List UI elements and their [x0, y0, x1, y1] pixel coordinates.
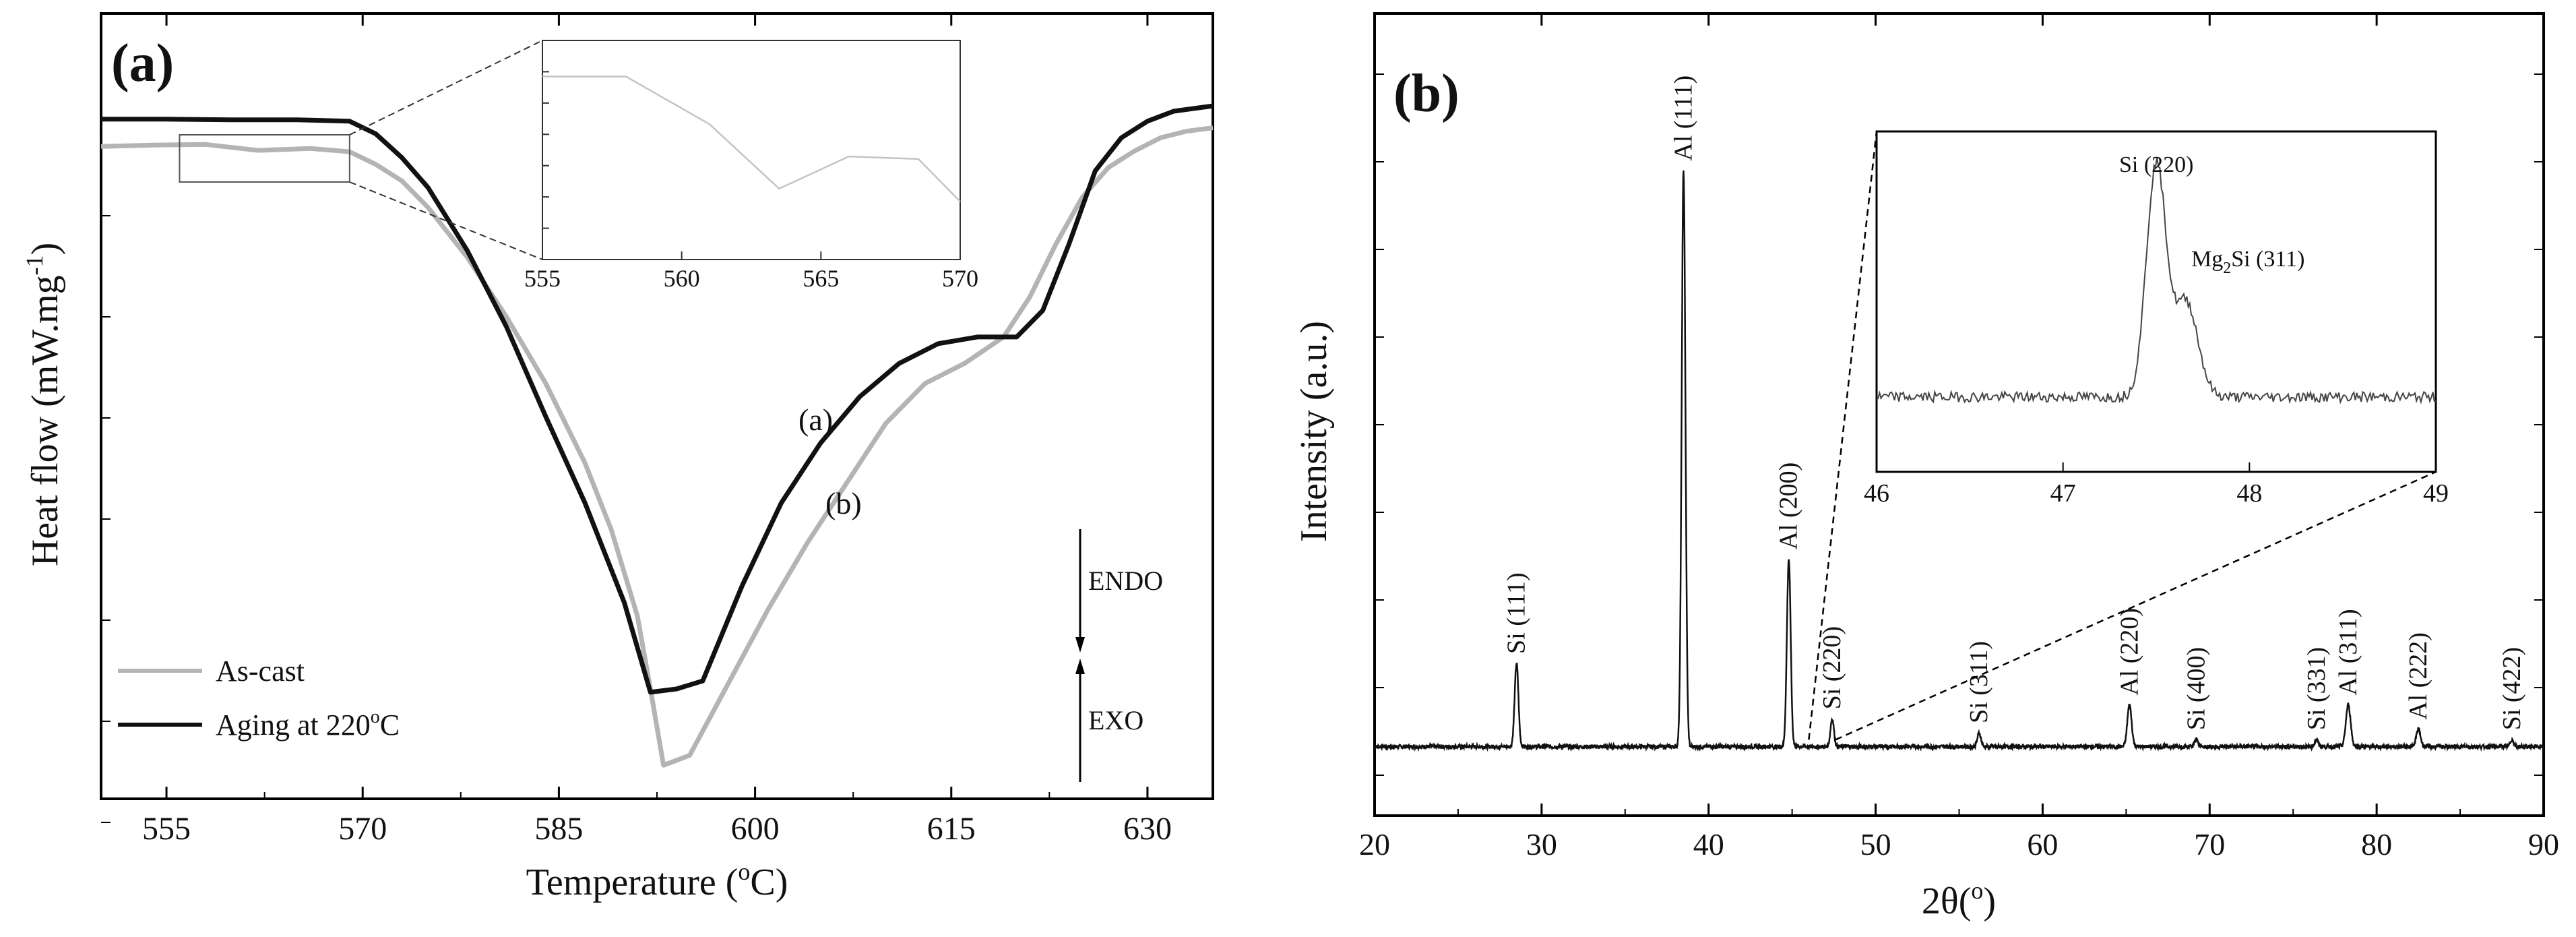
- panel-b-xrd-pattern: [1374, 170, 2544, 752]
- panel-a-inset-line: [542, 75, 961, 202]
- panel-b-inset-ticks: 46 47 48 49: [1864, 462, 2449, 508]
- panel-b-label: (b): [1393, 64, 1459, 123]
- panel-a-inset-ticks: 555 560 565 570: [524, 71, 978, 292]
- panel-b-zoom-connector: [1835, 471, 2437, 741]
- panel-a-inset-series: [542, 75, 961, 202]
- panel-a-y-ticks: [101, 215, 111, 823]
- peak-label: Al (200): [1775, 462, 1803, 550]
- panel-a-zoom-indicator: [179, 40, 543, 260]
- panel-a-series-line-0: [100, 125, 1214, 768]
- panel-a-y-axis-label: Heat flow (mW.mg-1): [21, 243, 66, 567]
- panel-a-series-line-1: [101, 103, 1214, 695]
- exo-label: EXO: [1088, 705, 1143, 735]
- panel-a-zoom-connector: [349, 40, 543, 135]
- panel-b-inset-tick-label: 49: [2423, 479, 2449, 508]
- panel-b-x-tick-label: 40: [1693, 827, 1724, 862]
- peak-label: Al (311): [2334, 609, 2362, 695]
- peak-label: Si (422): [2498, 647, 2526, 731]
- inset-label-si-220: Si (220): [2119, 152, 2194, 177]
- panel-a-inset-frame: [542, 40, 961, 260]
- peak-label: Si (311): [1965, 641, 1993, 723]
- inset-label-mg2si-311: Mg2Si (311): [2191, 247, 2304, 277]
- panel-b-x-axis-label: 2θ(o): [1922, 877, 1996, 922]
- panel-a-zoom-connector: [349, 181, 543, 260]
- panel-b-inset-tick-label: 48: [2236, 479, 2262, 508]
- panel-b-x-tick-label: 30: [1526, 827, 1557, 862]
- endo-arrow-head: [1075, 637, 1085, 653]
- panel-b-x-tick-label: 70: [2194, 827, 2225, 862]
- peak-label: Al (220): [2115, 608, 2143, 696]
- panel-a-inset-tick-label: 565: [803, 265, 839, 292]
- panel-a-x-tick-label: 615: [927, 811, 976, 847]
- legend-label-aging: Aging at 220oC: [216, 706, 400, 742]
- exo-arrow-head: [1075, 659, 1085, 674]
- panel-a-x-ticks: 555 570 585 600 615 630: [142, 13, 1172, 847]
- panel-a-label: (a): [111, 34, 174, 93]
- panel-b-peak-labels: Si (111) Al (111) Al (200) Si (220) Si (311)…: [1503, 75, 2526, 731]
- panel-b-series: [1374, 170, 2544, 752]
- panel-b-x-tick-label: 20: [1359, 827, 1390, 862]
- endo-exo-indicator: ENDO EXO: [1075, 529, 1163, 782]
- panel-a-inset-tick-label: 570: [942, 265, 978, 292]
- curve-label-b: (b): [825, 486, 862, 520]
- panel-a-x-tick-label: 570: [338, 811, 387, 847]
- peak-label: Si (220): [1818, 626, 1846, 710]
- peak-label: Al (111): [1670, 75, 1698, 161]
- legend-label-as-cast: As-cast: [216, 655, 305, 688]
- panel-b-x-tick-label: 80: [2361, 827, 2392, 862]
- panel-a-zoom-box: [179, 134, 350, 183]
- peak-label: Al (222): [2404, 632, 2432, 720]
- panel-a-x-tick-label: 600: [731, 811, 780, 847]
- panel-b-x-tick-label: 50: [1860, 827, 1891, 862]
- panel-b-zoom-connector: [1808, 131, 1878, 740]
- panel-b-inset-tick-label: 47: [2050, 479, 2076, 508]
- endo-label: ENDO: [1088, 566, 1163, 596]
- panel-b-y-ticks: [1375, 73, 2544, 776]
- curve-label-a: (a): [798, 402, 833, 437]
- panel-b-inset-tick-label: 46: [1864, 479, 1889, 508]
- panel-b-zoom-indicator: [1808, 131, 2437, 741]
- panel-b-xrd-chart: (b) 20 30 40 50 60 70 80 90 Si (111) Al (111) Al …: [1293, 12, 2559, 922]
- peak-label: Si (111): [1503, 572, 1531, 654]
- panel-a-x-tick-label: 630: [1123, 811, 1172, 847]
- peak-label: Si (400): [2182, 647, 2210, 731]
- panel-a-dsc-chart: (a) 555 570 585 600 615 630 555 560 565 570 (a) …: [21, 12, 1214, 903]
- panel-b-y-axis-label: Intensity (a.u.): [1293, 321, 1335, 542]
- peak-label: Si (331): [2302, 647, 2331, 731]
- panel-b-x-tick-label: 60: [2027, 827, 2058, 862]
- panel-a-x-tick-label: 555: [142, 811, 191, 847]
- panel-b-x-ticks: 20 30 40 50 60 70 80 90: [1359, 13, 2559, 862]
- panel-a-legend: As-cast Aging at 220oC: [118, 655, 400, 742]
- panel-a-series: [100, 103, 1214, 768]
- panel-a-inset: 555 560 565 570: [524, 40, 978, 292]
- panel-b-x-tick-label: 90: [2528, 827, 2559, 862]
- panel-b-inset-series: [1876, 157, 2437, 404]
- panel-a-inset-tick-label: 560: [664, 265, 700, 292]
- panel-a-x-axis-label: Temperature (oC): [526, 858, 788, 903]
- panel-a-inset-tick-label: 555: [524, 265, 561, 292]
- panel-b-inset: 46 47 48 49 Si (220) Mg2Si (311): [1864, 130, 2449, 508]
- panel-b-inset-pattern: [1876, 157, 2437, 404]
- panel-b-inset-frame: [1875, 130, 2437, 473]
- panel-a-x-tick-label: 585: [534, 811, 583, 847]
